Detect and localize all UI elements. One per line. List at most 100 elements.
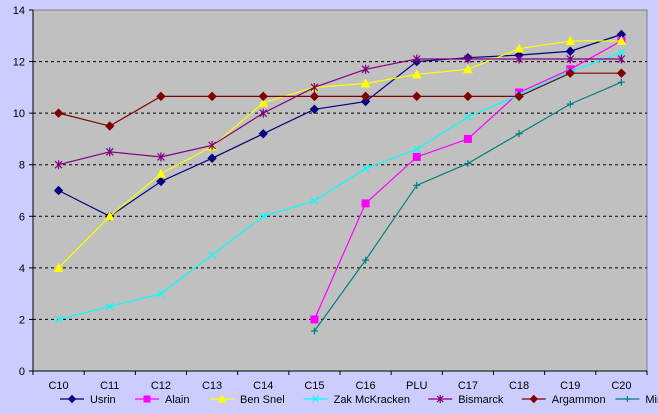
data-point [156, 91, 166, 102]
data-point [105, 121, 115, 131]
data-point [104, 211, 115, 221]
x-tick-label: C18 [509, 380, 529, 392]
y-tick-label: 14 [13, 5, 25, 17]
data-point [362, 256, 370, 264]
data-point [463, 113, 472, 121]
data-point [258, 129, 268, 139]
y-tick-label: 8 [19, 160, 25, 172]
data-point [617, 78, 625, 86]
series-line [58, 33, 622, 217]
data-point [207, 91, 217, 102]
data-point [259, 108, 268, 118]
data-point [566, 100, 574, 108]
data-point [53, 262, 64, 272]
data-point [310, 196, 319, 205]
gridlines [33, 61, 647, 320]
data-point [105, 147, 114, 157]
data-point [617, 48, 626, 57]
y-tick-label: 12 [13, 57, 25, 69]
data-point [617, 54, 626, 64]
legend: Usrin Alain Ben Snel Zak McKracken Bismarck A… [0, 390, 658, 414]
data-point [310, 82, 319, 92]
legend-label: Mingva [645, 394, 658, 406]
data-point [208, 251, 217, 259]
x-tick-label: C11 [100, 380, 119, 392]
data-point [207, 153, 217, 163]
x-tick-label: C14 [253, 380, 273, 392]
data-point [309, 104, 320, 114]
data-point [312, 395, 320, 403]
data-point [436, 395, 444, 403]
y-tick-label: 2 [19, 314, 25, 326]
data-point [54, 315, 63, 324]
axes: 0 2 4 6 8 10 12 14 C10 C11 C12 C13 C14 C15 C16 PLU C17 C1… [13, 5, 648, 392]
legend-label: Ben Snel [240, 394, 285, 406]
data-point [463, 91, 473, 102]
series-line [58, 51, 622, 321]
x-tick-label: PLU [406, 380, 427, 392]
data-point [53, 108, 64, 118]
x-tick-label: C20 [611, 380, 631, 392]
x-tick-label: C15 [304, 380, 324, 392]
y-tick-label: 10 [13, 108, 25, 120]
data-point [143, 395, 151, 403]
data-point [156, 168, 166, 178]
data-point [53, 185, 64, 196]
data-point [156, 152, 165, 162]
data-point [412, 152, 421, 161]
legend-label: Zak McKracken [334, 394, 410, 406]
data-point [412, 145, 421, 154]
x-tick-label: C19 [560, 380, 580, 392]
data-point [156, 289, 165, 298]
data-point [310, 327, 318, 335]
data-point [463, 64, 473, 74]
data-point [616, 68, 627, 78]
data-point [514, 43, 524, 53]
legend-label: Argammon [552, 394, 606, 406]
data-point [67, 394, 77, 404]
data-point [565, 35, 576, 45]
series-line [58, 72, 622, 127]
data-point [413, 181, 421, 189]
data-point [217, 394, 227, 403]
y-tick-label: 4 [19, 263, 25, 275]
series-lines [53, 29, 627, 335]
data-point [258, 97, 269, 107]
data-point [105, 302, 114, 311]
x-tick-label: C17 [458, 380, 478, 392]
data-point [464, 159, 472, 167]
data-point [412, 54, 421, 64]
data-point [360, 91, 371, 102]
series-line [58, 40, 622, 269]
data-point [360, 78, 371, 88]
x-tick-label: C13 [202, 380, 222, 392]
data-point [616, 35, 627, 45]
data-point [529, 394, 539, 404]
data-point [361, 164, 370, 173]
data-point [309, 91, 320, 102]
data-point [624, 396, 631, 402]
data-point [361, 64, 370, 74]
legend-label: Bismarck [458, 394, 504, 406]
data-point [411, 69, 422, 79]
x-tick-label: C10 [48, 380, 68, 392]
data-point [310, 315, 319, 324]
data-point [259, 212, 268, 221]
data-point [412, 91, 422, 102]
data-point [54, 160, 63, 170]
legend-box [0, 390, 658, 414]
x-tick-label: C12 [151, 380, 171, 392]
data-point [565, 68, 575, 78]
data-point [463, 134, 472, 143]
data-point [514, 91, 524, 102]
legend-label: Usrin [90, 394, 116, 406]
data-point [208, 140, 217, 150]
legend-label: Alain [165, 394, 189, 406]
data-point [361, 199, 370, 208]
data-point [360, 96, 371, 107]
data-point [258, 91, 268, 102]
y-tick-label: 0 [19, 366, 25, 378]
series-line [58, 58, 622, 166]
x-tick-label: C16 [355, 380, 375, 392]
